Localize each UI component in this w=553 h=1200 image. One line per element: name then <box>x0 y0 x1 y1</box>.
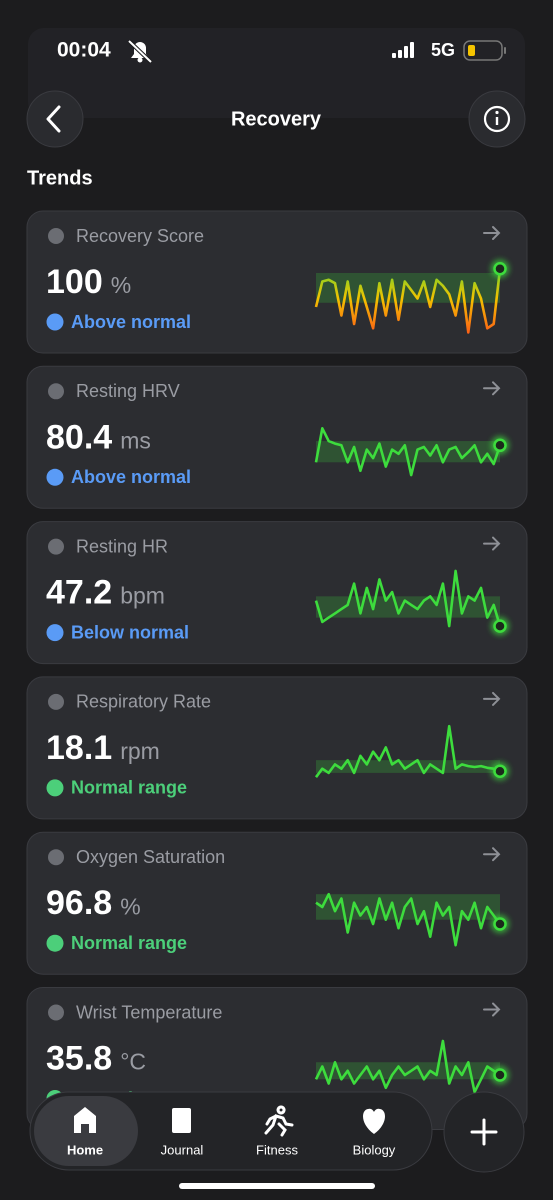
card-value: 35.8 <box>46 1039 112 1077</box>
trend-line <box>315 892 502 947</box>
card-status: Above normal <box>71 312 191 332</box>
card-arrow <box>483 691 501 706</box>
card-background <box>26 831 528 975</box>
card-icon <box>48 693 64 710</box>
tab-label[interactable]: Biology <box>353 1142 396 1157</box>
card-icon <box>48 538 64 555</box>
card-title: Resting HR <box>76 536 168 556</box>
card-status: Normal range <box>71 933 187 953</box>
card-title: Respiratory Rate <box>76 692 211 712</box>
time: 00:04 <box>57 39 111 62</box>
card[interactable]: Oxygen Saturation 96.8 % Normal range <box>26 831 528 975</box>
home-indicator <box>179 1183 375 1189</box>
card-background <box>26 676 528 820</box>
trend-line <box>314 427 502 477</box>
end-point <box>493 1068 507 1082</box>
card-unit: % <box>120 893 140 919</box>
card-value: 96.8 <box>46 884 112 922</box>
trend-line <box>314 268 502 334</box>
card-status: Normal range <box>71 778 187 798</box>
card[interactable]: Recovery Score 100 % Above normal <box>26 210 528 354</box>
end-point <box>493 619 507 633</box>
add-button[interactable] <box>443 1091 525 1173</box>
card-title: Oxygen Saturation <box>76 847 225 867</box>
trend-line <box>314 1039 501 1094</box>
card[interactable]: Resting HR 47.2 bpm Below normal <box>26 521 528 665</box>
journal-icon <box>172 1108 191 1133</box>
card-arrow <box>483 536 501 551</box>
status-icon <box>46 624 64 642</box>
end-point <box>493 438 507 453</box>
card-icon <box>48 228 64 244</box>
card-value: 47.2 <box>46 574 112 612</box>
end-point <box>493 917 507 931</box>
tab-label[interactable]: Journal <box>161 1142 204 1157</box>
end-point <box>493 262 507 276</box>
section-title: Trends <box>27 167 93 189</box>
trend-line <box>314 569 502 628</box>
card-unit: bpm <box>120 583 165 609</box>
home-icon <box>74 1107 96 1133</box>
card-arrow <box>483 847 501 862</box>
card-icon <box>48 383 64 400</box>
status-icon <box>46 313 64 331</box>
card-unit: ms <box>120 427 151 453</box>
card-value: 80.4 <box>46 418 112 456</box>
card-title: Resting HRV <box>76 381 180 401</box>
card-value: 18.1 <box>46 729 112 767</box>
end-point <box>493 764 507 778</box>
tab-selected <box>34 1096 138 1166</box>
card-arrow <box>483 381 501 396</box>
card-background <box>26 365 528 509</box>
status-icon <box>46 934 64 952</box>
card-icon <box>48 1004 64 1021</box>
card-arrow <box>483 1002 501 1017</box>
card-value: 100 <box>46 263 103 301</box>
card[interactable]: Respiratory Rate 18.1 rpm Normal range <box>26 676 528 820</box>
status-icon <box>46 468 64 486</box>
network: 5G <box>431 40 455 60</box>
card-title: Wrist Temperature <box>76 1002 222 1022</box>
status-icon <box>46 779 64 797</box>
back-button[interactable] <box>26 90 84 148</box>
card-unit: rpm <box>120 738 160 764</box>
card-unit: % <box>111 272 131 298</box>
card-status: Above normal <box>71 467 191 487</box>
card-icon <box>48 849 64 866</box>
card-background <box>26 521 528 665</box>
card-status: Below normal <box>71 622 189 642</box>
signal-icon <box>392 42 414 58</box>
card-unit: °C <box>120 1049 146 1075</box>
card-background <box>26 210 528 354</box>
biology-icon <box>363 1108 385 1134</box>
bell-off-icon <box>127 39 153 64</box>
fitness-icon <box>264 1105 294 1137</box>
info-button[interactable] <box>468 90 526 148</box>
card-title: Recovery Score <box>76 226 204 246</box>
card[interactable]: Resting HRV 80.4 ms Above normal <box>26 365 528 509</box>
card-arrow <box>483 226 501 240</box>
tab-label[interactable]: Fitness <box>256 1142 298 1157</box>
trend-line <box>314 724 501 778</box>
battery-icon <box>463 40 506 61</box>
tab-label[interactable]: Home <box>67 1142 103 1157</box>
header-title: Recovery <box>231 108 322 130</box>
